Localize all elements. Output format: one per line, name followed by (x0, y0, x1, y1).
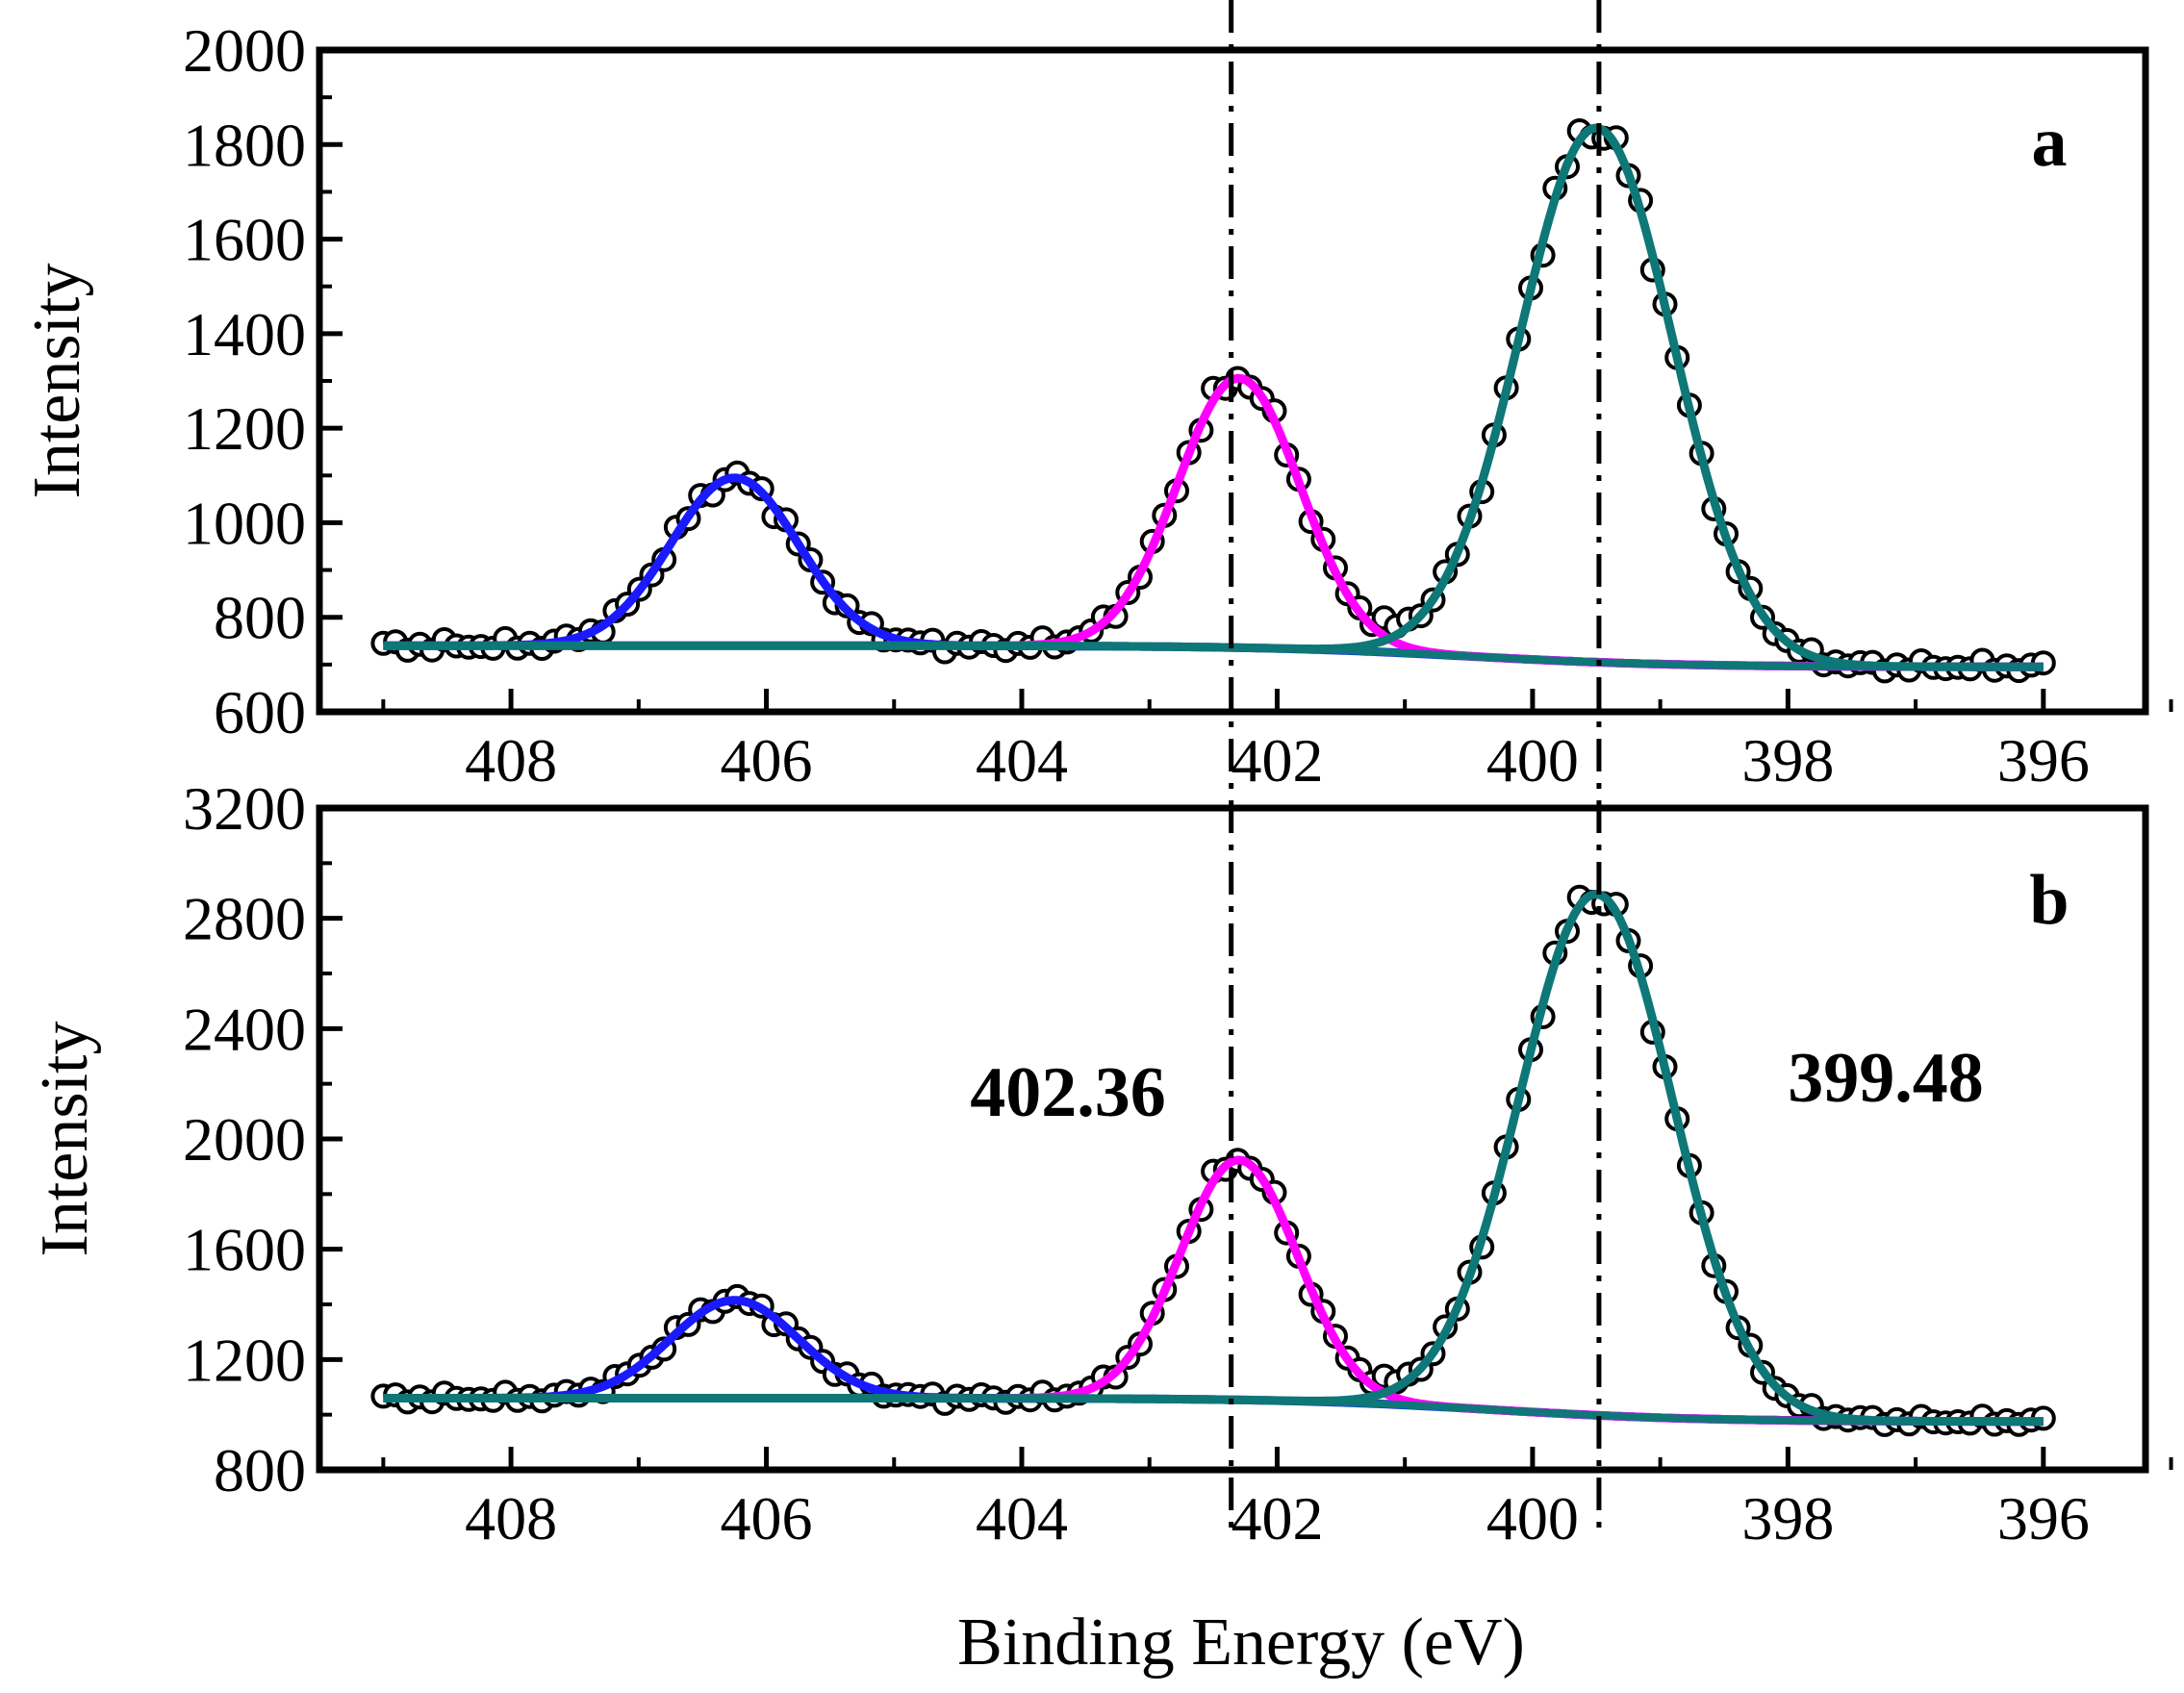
y-tick-label: 2400 (183, 995, 306, 1063)
fit-curve-teal (383, 890, 2044, 1427)
y-tick-label: 1600 (183, 206, 306, 274)
panel-letter: b (2029, 861, 2069, 940)
y-axis-title: Intensity (28, 1022, 102, 1257)
x-tick-label: 406 (721, 1484, 813, 1553)
baseline-curve (383, 642, 2044, 671)
y-tick-label: 2000 (183, 16, 306, 85)
y-tick-label: 1000 (183, 489, 306, 557)
y-tick-label: 1600 (183, 1216, 306, 1284)
x-tick-label: 408 (465, 726, 557, 795)
y-tick-label: 800 (214, 1436, 306, 1504)
panel-a: 408 406 404 402 400 398 396 600 800 1000 1200 1400 1… (20, 16, 2173, 795)
x-tick-label: 404 (976, 726, 1068, 795)
x-tick-label: 408 (465, 1484, 557, 1553)
x-axis-title: Binding Energy (eV) (957, 1605, 1525, 1680)
peak-label-402: 402.36 (970, 1053, 1166, 1132)
x-tick-label: 396 (1997, 726, 2090, 795)
y-tick-label: 800 (214, 584, 306, 652)
y-tick-label: 2800 (183, 885, 306, 953)
peak-label-399: 399.48 (1788, 1039, 1984, 1118)
y-tick-label: 1200 (183, 1326, 306, 1394)
x-tick-label: 406 (721, 726, 813, 795)
y-tick-label: 2000 (183, 1105, 306, 1174)
panel-b: 408 406 404 402 400 398 396 800 1200 1600 2000 2400… (28, 774, 2173, 1553)
y-tick-label: 1800 (183, 111, 306, 179)
x-tick-label: 404 (976, 1484, 1068, 1553)
panel-letter: a (2032, 103, 2068, 182)
y-tick-label: 1400 (183, 300, 306, 368)
y-tick-label: 600 (214, 678, 306, 746)
plot-area (370, 118, 2056, 684)
x-tick-label: 396 (1997, 1484, 2090, 1553)
x-tick-label: 402 (1231, 1484, 1323, 1553)
y-tick-label: 1200 (183, 394, 306, 463)
plot-area (370, 884, 2056, 1437)
x-tick-label: 400 (1486, 1484, 1579, 1553)
baseline-curve (383, 1394, 2044, 1426)
reference-lines (1229, 0, 1602, 1529)
y-axis-title: Intensity (20, 264, 94, 499)
x-tick-label: 400 (1486, 726, 1579, 795)
fit-curve-magenta (383, 373, 2044, 671)
y-tick-label: 3200 (183, 774, 306, 843)
x-tick-label: 402 (1231, 726, 1323, 795)
x-tick-label: 398 (1741, 726, 1834, 795)
x-tick-label: 398 (1741, 1484, 1834, 1553)
